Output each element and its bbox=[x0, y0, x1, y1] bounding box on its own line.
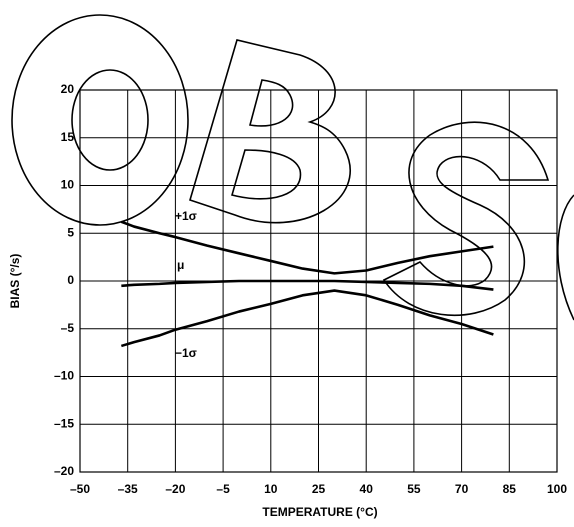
y-tick-label: 15 bbox=[61, 130, 75, 144]
x-tick-label: 55 bbox=[407, 482, 421, 496]
y-axis-label: BIAS (°/s) bbox=[8, 254, 22, 309]
y-tick-label: 20 bbox=[61, 82, 75, 96]
x-tick-label: 100 bbox=[547, 482, 567, 496]
series-label: μ bbox=[177, 258, 184, 272]
y-tick-label: –5 bbox=[61, 321, 75, 335]
series-label: +1σ bbox=[175, 209, 197, 223]
series-line bbox=[121, 279, 494, 291]
x-tick-label: 40 bbox=[360, 482, 374, 496]
y-tick-label: –15 bbox=[54, 416, 74, 430]
x-tick-label: 25 bbox=[312, 482, 326, 496]
x-tick-label: –50 bbox=[70, 482, 90, 496]
x-tick-label: 70 bbox=[455, 482, 469, 496]
series-label: −1σ bbox=[175, 346, 197, 360]
watermark bbox=[11, 14, 574, 321]
y-tick-label: –10 bbox=[54, 369, 74, 383]
y-tick-label: 5 bbox=[67, 225, 74, 239]
y-tick-label: 10 bbox=[61, 178, 75, 192]
series-line bbox=[120, 289, 494, 348]
plot-border bbox=[79, 89, 558, 473]
x-tick-label: –5 bbox=[216, 482, 230, 496]
y-tick-label: –20 bbox=[54, 464, 74, 478]
x-tick-label: –20 bbox=[165, 482, 185, 496]
x-tick-label: 85 bbox=[503, 482, 517, 496]
x-tick-label: –35 bbox=[118, 482, 138, 496]
series-line bbox=[120, 220, 494, 275]
x-axis-label: TEMPERATURE (°C) bbox=[262, 505, 377, 519]
x-tick-label: 10 bbox=[264, 482, 278, 496]
y-tick-label: 0 bbox=[67, 273, 74, 287]
